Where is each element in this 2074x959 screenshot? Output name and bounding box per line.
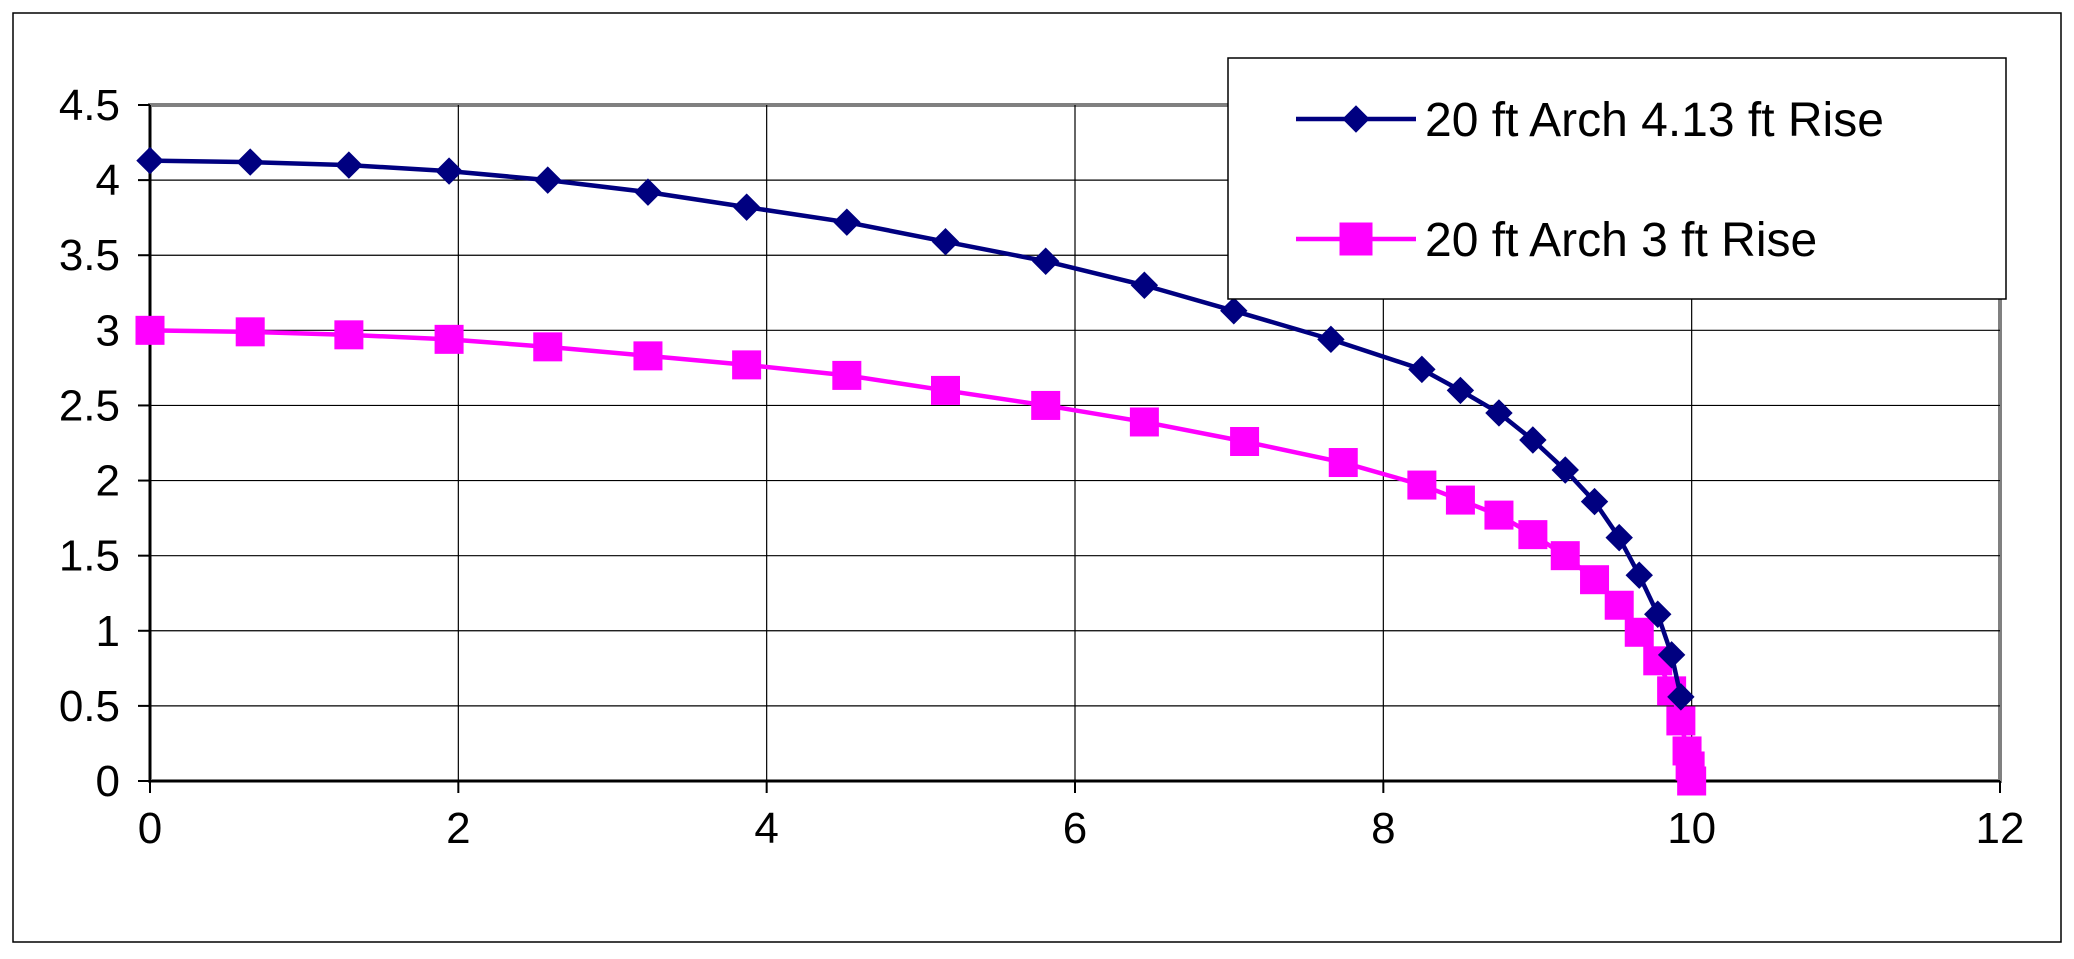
y-tick-label: 4: [96, 156, 120, 205]
series-point: [1551, 456, 1579, 484]
legend-marker: [1342, 105, 1370, 133]
series-point: [1031, 390, 1061, 420]
series-point: [1129, 407, 1159, 437]
series-point: [1667, 683, 1695, 711]
series-point: [435, 157, 463, 185]
series-point: [1666, 706, 1696, 736]
x-tick-label: 12: [1976, 804, 2025, 853]
y-tick-label: 2.5: [59, 381, 120, 430]
y-tick-label: 1: [96, 607, 120, 656]
series-point: [1644, 600, 1672, 628]
series-point: [1677, 766, 1707, 796]
series-point: [1446, 376, 1475, 405]
series-point: [633, 341, 663, 371]
series-point: [135, 315, 165, 345]
series-point: [1032, 247, 1060, 275]
series-point: [1580, 565, 1610, 595]
series-point: [931, 375, 960, 405]
series-layer: [135, 146, 1707, 796]
series-point: [1220, 297, 1248, 325]
legend-label: 20 ft Arch 4.13 ft Rise: [1425, 94, 1884, 147]
legend-entry-2: 20 ft Arch 3 ft Rise: [1296, 214, 1817, 267]
series-point: [1317, 325, 1345, 354]
series-point: [1407, 470, 1437, 500]
series-point: [1580, 487, 1609, 516]
y-tick-label: 3.5: [59, 231, 120, 280]
series-point: [1408, 355, 1436, 384]
series-point: [236, 148, 264, 176]
x-tick-label: 2: [446, 804, 470, 853]
series-1: [136, 146, 1695, 711]
axes: 0 2 4 6 8 10 12 0 0.5 1 1.5 2 2.5 3 3.5 4 4.5: [59, 81, 2025, 853]
series-point: [1328, 448, 1358, 478]
series-point: [1657, 641, 1686, 669]
series-point: [1605, 523, 1633, 552]
series-point: [1624, 617, 1654, 647]
series-point: [732, 350, 762, 380]
series-point: [434, 324, 464, 354]
series-point: [334, 320, 364, 350]
series-point: [1604, 590, 1634, 620]
series-point: [136, 146, 164, 175]
series-point: [1445, 485, 1475, 515]
series-point: [1625, 561, 1653, 589]
y-tick-label: 0: [96, 757, 120, 806]
y-tick-label: 1.5: [59, 532, 120, 581]
x-tick-label: 10: [1667, 804, 1716, 853]
legend-label: 20 ft Arch 3 ft Rise: [1425, 214, 1817, 267]
series-point: [1550, 541, 1580, 571]
series-point: [1484, 500, 1514, 530]
legend: 20 ft Arch 4.13 ft Rise 20 ft Arch 3 ft R…: [1227, 57, 2007, 300]
y-tick-label: 2: [96, 457, 120, 506]
series-point: [1518, 520, 1548, 550]
x-tick-label: 4: [754, 804, 778, 853]
series-point: [335, 151, 363, 179]
series-point: [235, 317, 265, 347]
series-point: [533, 332, 563, 362]
legend-box: [1227, 57, 2007, 300]
series-point: [534, 166, 562, 194]
series-point: [1130, 271, 1159, 299]
series-point: [634, 178, 662, 206]
y-tick-label: 3: [96, 306, 120, 355]
series-point: [832, 360, 862, 390]
x-tick-label: 6: [1063, 804, 1087, 853]
legend-entry-1: 20 ft Arch 4.13 ft Rise: [1296, 94, 1884, 147]
series-point: [1230, 426, 1260, 456]
series-point: [732, 193, 761, 221]
legend-marker: [1339, 222, 1373, 256]
y-tick-label: 0.5: [59, 682, 120, 731]
x-tick-label: 8: [1371, 804, 1395, 853]
series-point: [833, 208, 861, 236]
x-tick-label: 0: [138, 804, 162, 853]
series-point: [931, 227, 960, 256]
series-2: [135, 315, 1707, 796]
grid-lines: [150, 105, 2000, 781]
y-tick-label: 4.5: [59, 81, 120, 130]
series-point: [1519, 426, 1547, 454]
series-point: [1485, 399, 1513, 427]
